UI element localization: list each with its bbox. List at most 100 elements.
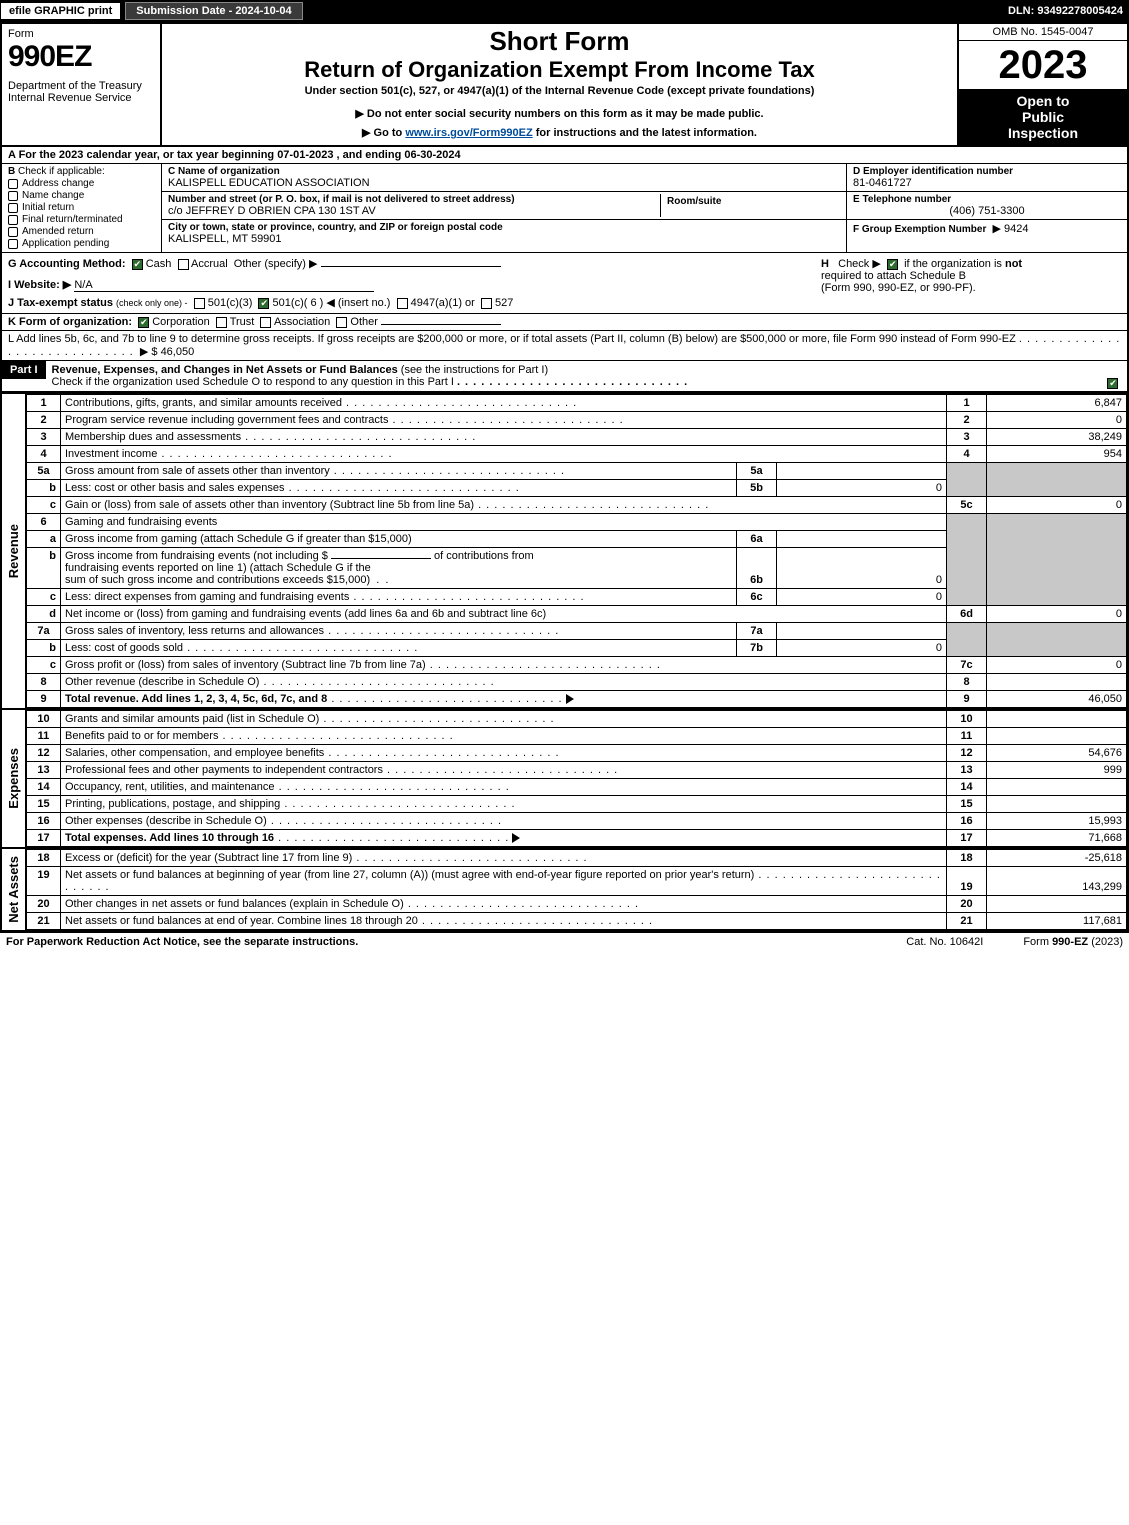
e-label: E Telephone number [853,194,1121,205]
line-ref: 7c [947,657,987,674]
org-city: KALISPELL, MT 59901 [168,233,840,245]
blank-line [331,558,431,559]
goto-pre: ▶ Go to [362,127,405,139]
row-k: K Form of organization: Corporation Trus… [2,314,1127,331]
checkbox-icon[interactable] [397,298,408,309]
line-desc: Other revenue (describe in Schedule O) [65,676,259,688]
dots-icon [157,448,392,460]
mini-ref: 7a [737,623,777,640]
line-num: 17 [27,830,61,847]
table-row: 1 Contributions, gifts, grants, and simil… [27,395,1127,412]
expenses-table: 10Grants and similar amounts paid (list … [26,710,1127,847]
checkbox-icon[interactable] [481,298,492,309]
g-label: G Accounting Method: [8,258,126,270]
line-amount [987,674,1127,691]
checkbox-checked-icon[interactable] [258,298,269,309]
line-num: a [27,531,61,548]
checkbox-icon[interactable] [216,317,227,328]
checkbox-icon[interactable] [178,259,189,270]
revenue-section: Revenue 1Contributions, gifts, grants, a… [2,392,1127,708]
dots-icon [404,898,639,910]
line-amount: 117,681 [987,913,1127,930]
goto-link[interactable]: www.irs.gov/Form990EZ [405,127,532,139]
grey-cell [947,463,987,497]
checkbox-icon[interactable] [260,317,271,328]
checkbox-icon[interactable] [336,317,347,328]
c-name-label: C Name of organization [168,166,840,177]
dots-icon [324,625,559,637]
line-ref: 18 [947,850,987,867]
line-desc: Less: cost of goods sold [65,642,183,654]
omb-number: OMB No. 1545-0047 [959,24,1127,41]
h-not: not [1005,258,1022,270]
line-num: 11 [27,728,61,745]
line-num: 5a [27,463,61,480]
checkbox-icon[interactable] [194,298,205,309]
under-section: Under section 501(c), 527, or 4947(a)(1)… [305,85,815,97]
goto-line: ▶ Go to www.irs.gov/Form990EZ for instru… [362,126,757,139]
netassets-table: 18 Excess or (deficit) for the year (Subt… [26,849,1127,930]
line-amount: 999 [987,762,1127,779]
line-desc: Salaries, other compensation, and employ… [65,747,324,759]
line-amount: 15,993 [987,813,1127,830]
g-cash: Cash [146,258,172,270]
grey-cell [987,623,1127,657]
line-desc: Excess or (deficit) for the year (Subtra… [65,852,352,864]
table-row: 7aGross sales of inventory, less returns… [27,623,1127,640]
room-label: Room/suite [667,196,834,207]
chk-initial-return[interactable]: Initial return [8,202,155,213]
chk-amended-return[interactable]: Amended return [8,226,155,237]
line-amount: 46,050 [987,691,1127,708]
chk-address-change[interactable]: Address change [8,178,155,189]
line-desc: Professional fees and other payments to … [65,764,383,776]
checkbox-checked-icon[interactable] [1107,378,1118,389]
netassets-section: Net Assets 18Excess or (deficit) for the… [2,847,1127,930]
d-label: D Employer identification number [853,166,1121,177]
line-num: 1 [27,395,61,412]
dots-icon [274,832,509,844]
dots-icon [349,591,584,603]
dots-icon [280,798,515,810]
line-ref: 6d [947,606,987,623]
mini-val: 0 [777,480,947,497]
header-right: OMB No. 1545-0047 2023 Open to Public In… [957,24,1127,145]
b-check-if: Check if applicable: [18,166,105,177]
line-num: 20 [27,896,61,913]
line-num: 14 [27,779,61,796]
ein-value: 81-0461727 [853,177,1121,189]
dots-icon [457,376,688,388]
box-b: B Check if applicable: Address change Na… [2,164,162,252]
j-label: J Tax-exempt status [8,297,113,309]
line-ref: 21 [947,913,987,930]
k-other-line[interactable] [381,324,501,325]
dln: DLN: 93492278005424 [1008,5,1129,17]
line-ref: 8 [947,674,987,691]
c-street-label: Number and street (or P. O. box, if mail… [168,194,660,205]
table-row: 21Net assets or fund balances at end of … [27,913,1127,930]
chk-application-pending[interactable]: Application pending [8,238,155,249]
chk-name-change[interactable]: Name change [8,190,155,201]
mini-ref: 6c [737,589,777,606]
line-amount: 0 [987,412,1127,429]
table-row: 3Membership dues and assessments338,249 [27,429,1127,446]
line-desc: Membership dues and assessments [65,431,241,443]
mini-ref: 5b [737,480,777,497]
chk-label: Amended return [22,226,94,237]
checkbox-checked-icon[interactable] [138,317,149,328]
line-ref: 12 [947,745,987,762]
g-other-line[interactable] [321,266,501,267]
checkbox-checked-icon[interactable] [887,259,898,270]
line-desc: Gross income from fundraising events (no… [65,550,328,562]
line-desc: Contributions, gifts, grants, and simila… [65,397,342,409]
line-amount: 0 [987,497,1127,514]
line-desc: Gaming and fundraising events [61,514,947,531]
line-desc: Benefits paid to or for members [65,730,218,742]
line-num: c [27,657,61,674]
dots-icon [342,397,577,409]
line-desc: Net assets or fund balances at beginning… [65,869,754,881]
chk-final-return[interactable]: Final return/terminated [8,214,155,225]
page-footer: For Paperwork Reduction Act Notice, see … [0,932,1129,951]
table-row: dNet income or (loss) from gaming and fu… [27,606,1127,623]
checkbox-checked-icon[interactable] [132,259,143,270]
line-ref: 9 [947,691,987,708]
